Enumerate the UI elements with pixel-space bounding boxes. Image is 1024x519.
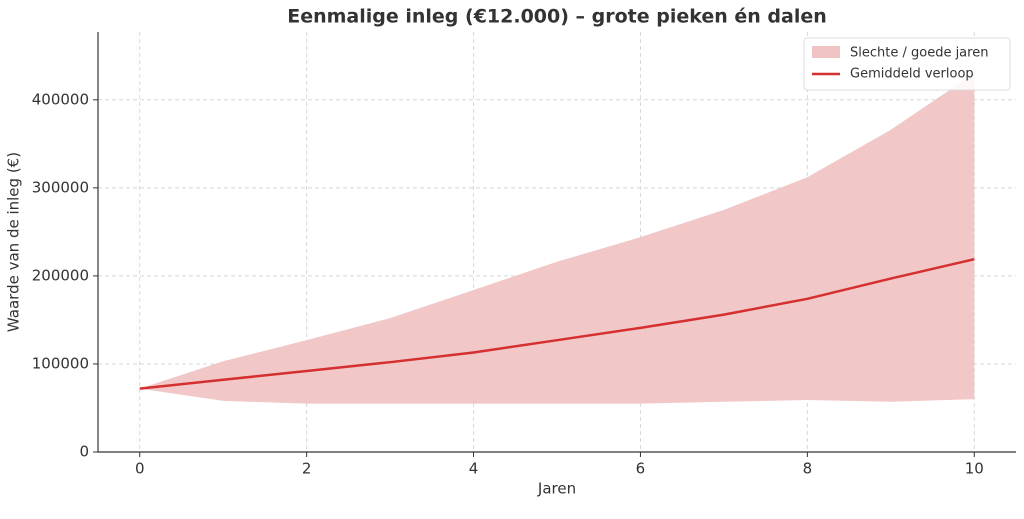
band-area	[139, 73, 975, 404]
x-tick-label: 0	[135, 460, 145, 478]
x-axis-label: Jaren	[537, 480, 576, 498]
x-tick-label: 6	[636, 460, 646, 478]
y-tick-label: 400000	[32, 90, 89, 108]
series-line	[139, 257, 975, 390]
x-tick-label: 2	[302, 460, 312, 478]
chart-title: Eenmalige inleg (€12.000) – grote pieken…	[287, 6, 827, 28]
x-tick-label: 10	[965, 460, 984, 478]
legend-box	[803, 37, 1011, 91]
y-tick-label: 0	[79, 443, 89, 461]
legend-label: Gemiddeld verloop	[850, 67, 974, 82]
legend-label: Slechte / goede jaren	[850, 46, 988, 61]
x-tick-label: 4	[469, 460, 479, 478]
legend-swatch	[812, 46, 840, 58]
y-tick-label: 200000	[32, 266, 89, 284]
x-tick-label: 8	[803, 460, 813, 478]
y-axis-label: Waarde van de inleg (€)	[5, 152, 23, 332]
y-tick-label: 100000	[32, 354, 89, 372]
y-tick-label: 300000	[32, 178, 89, 196]
legend: Slechte / goede jaren Gemiddeld verloop	[803, 37, 1011, 91]
